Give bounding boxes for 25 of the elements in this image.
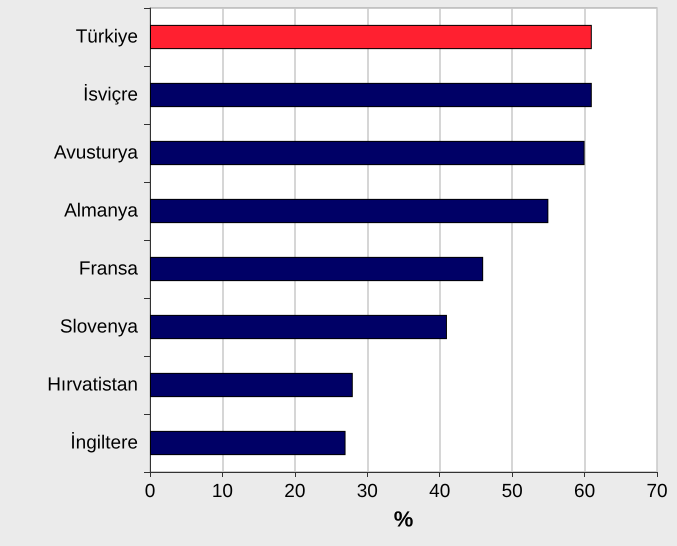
x-tick-label: 40 (429, 481, 450, 502)
x-tick-label: 20 (284, 481, 306, 502)
bar (150, 140, 585, 166)
bar (150, 372, 353, 398)
y-tick-label: Fransa (78, 258, 138, 280)
x-tick-label: 50 (502, 481, 523, 502)
bar (150, 24, 592, 50)
bar (150, 198, 548, 224)
x-tick-label: 30 (356, 481, 378, 502)
y-tick-label: Slovenya (60, 316, 138, 338)
bar (150, 430, 346, 456)
y-tick-label: Almanya (64, 200, 138, 222)
y-tick-label: İngiltere (70, 432, 138, 454)
bar (150, 314, 447, 340)
bar (150, 256, 484, 282)
x-tick-label: 70 (646, 481, 668, 502)
x-tick-label: 60 (574, 481, 596, 502)
x-axis-title: % (394, 506, 414, 532)
y-tick-label: Avusturya (54, 142, 138, 164)
x-tick-label: 10 (212, 481, 233, 502)
y-tick-label: Hırvatistan (47, 374, 138, 396)
bar (150, 82, 592, 108)
y-tick-label: Türkiye (76, 26, 138, 48)
y-tick-label: İsviçre (83, 84, 138, 106)
x-tick-label: 0 (144, 481, 156, 502)
